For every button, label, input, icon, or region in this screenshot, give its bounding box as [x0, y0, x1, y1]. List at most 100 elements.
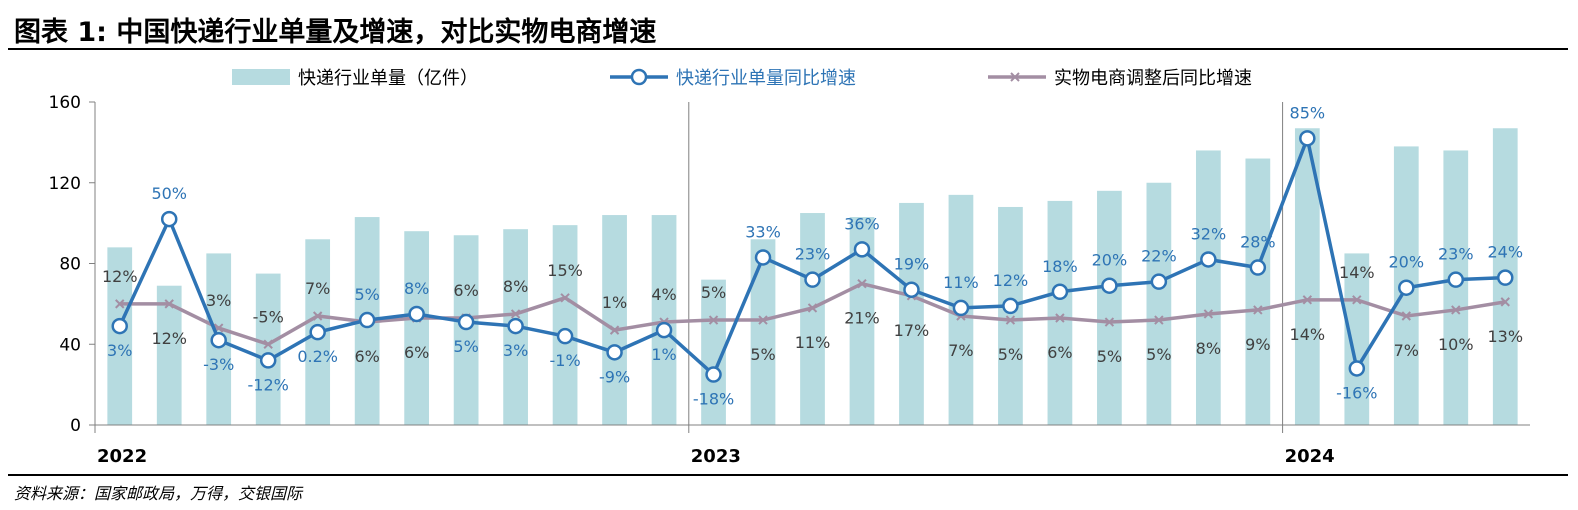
- y-tick-label: 80: [59, 255, 81, 275]
- ecommerce-data-label: 7%: [305, 279, 330, 298]
- express-point: [1150, 273, 1168, 290]
- ecommerce-point: [857, 278, 867, 289]
- express-point: [507, 317, 524, 335]
- ecommerce-data-label: 12%: [102, 267, 138, 286]
- ecommerce-data-label: 5%: [1146, 345, 1171, 364]
- express-point: [358, 311, 376, 329]
- year-label: 2022: [97, 446, 147, 467]
- bar: [552, 225, 578, 425]
- express-point: [160, 210, 178, 228]
- ecommerce-point: [758, 315, 768, 325]
- express-data-label: -3%: [203, 355, 234, 374]
- legend-line2-label: 实物电商调整后同比增速: [1054, 68, 1252, 89]
- express-point: [853, 241, 871, 258]
- ecommerce-point: [1253, 305, 1263, 315]
- express-data-label: 0.2%: [297, 347, 338, 366]
- ecommerce-data-label: 15%: [547, 261, 583, 280]
- express-point: [1497, 269, 1514, 286]
- express-point: [111, 317, 128, 335]
- ecommerce-point: [312, 311, 323, 321]
- ecommerce-data-label: 8%: [503, 277, 528, 296]
- ecommerce-data-label: 21%: [844, 309, 880, 328]
- ecommerce-data-label: 4%: [651, 285, 676, 304]
- bar: [255, 273, 281, 425]
- express-data-label: 85%: [1290, 103, 1326, 122]
- title-rule: [8, 48, 1568, 50]
- express-data-label: 28%: [1240, 233, 1276, 252]
- ecommerce-point: [1005, 315, 1016, 325]
- bar: [107, 247, 133, 425]
- express-data-label: 23%: [1438, 245, 1474, 264]
- express-data-label: -18%: [693, 390, 734, 409]
- ecommerce-data-label: 7%: [1394, 341, 1419, 360]
- express-point: [754, 249, 772, 266]
- bar: [1344, 253, 1370, 425]
- express-point: [655, 321, 673, 339]
- ecommerce-data-label: 14%: [1290, 325, 1326, 344]
- express-point: [210, 331, 227, 349]
- ecommerce-data-label: 17%: [894, 321, 930, 340]
- express-point: [408, 305, 425, 323]
- ecommerce-point: [1055, 313, 1065, 323]
- ecommerce-point: [164, 299, 174, 309]
- express-data-label: 23%: [795, 245, 831, 264]
- express-point: [903, 281, 920, 298]
- express-point: [1398, 279, 1415, 296]
- ecommerce-point: [1401, 311, 1411, 321]
- express-point: [457, 313, 475, 331]
- bar: [998, 206, 1023, 425]
- legend-bar-swatch: [232, 69, 290, 85]
- bar: [750, 239, 776, 425]
- chart-title: 图表 1: 中国快递行业单量及增速，对比实物电商增速: [14, 17, 657, 48]
- express-data-label: 24%: [1487, 243, 1523, 262]
- source-note: 资料来源：国家邮政局，万得，交银国际: [14, 484, 303, 503]
- ecommerce-point: [1104, 317, 1115, 327]
- ecommerce-data-label: 5%: [998, 345, 1023, 364]
- express-data-label: 19%: [894, 255, 930, 274]
- express-point: [1447, 271, 1465, 288]
- ecommerce-point: [560, 293, 570, 303]
- express-data-label: -12%: [248, 375, 289, 394]
- express-point: [705, 366, 722, 383]
- express-data-label: 20%: [1389, 253, 1425, 272]
- ecommerce-data-label: 9%: [1245, 335, 1270, 354]
- ecommerce-point: [263, 339, 273, 349]
- express-point: [606, 344, 623, 361]
- express-point: [259, 352, 277, 369]
- bar: [800, 213, 825, 425]
- year-label: 2023: [691, 446, 741, 467]
- y-tick-label: 40: [59, 335, 81, 355]
- express-data-label: 33%: [745, 222, 781, 241]
- ecommerce-point: [1352, 295, 1362, 305]
- express-data-label: 1%: [651, 345, 676, 364]
- express-data-label: 20%: [1092, 251, 1128, 270]
- ecommerce-data-label: 1%: [602, 293, 627, 312]
- express-point: [1348, 360, 1366, 377]
- ecommerce-data-label: 14%: [1339, 263, 1375, 282]
- bar: [404, 231, 430, 425]
- ecommerce-data-label: 13%: [1487, 327, 1523, 346]
- express-data-label: 12%: [993, 271, 1029, 290]
- ecommerce-point: [510, 309, 521, 319]
- express-point: [1101, 277, 1118, 294]
- express-data-label: 36%: [844, 214, 880, 233]
- legend-line1-label: 快递行业单量同比增速: [676, 68, 856, 89]
- express-data-label: -16%: [1336, 383, 1377, 402]
- y-tick-label: 120: [49, 174, 81, 194]
- ecommerce-data-label: -5%: [253, 307, 284, 326]
- ecommerce-data-label: 5%: [1097, 347, 1122, 366]
- ecommerce-point: [1302, 295, 1313, 305]
- bar: [1245, 158, 1271, 425]
- y-tick-label: 0: [70, 416, 81, 436]
- ecommerce-point: [115, 299, 125, 309]
- express-data-label: 3%: [107, 341, 132, 360]
- ecommerce-data-label: 5%: [701, 283, 726, 302]
- express-point: [556, 327, 574, 345]
- express-data-label: 18%: [1042, 257, 1078, 276]
- express-point: [309, 323, 326, 341]
- ecommerce-data-label: 8%: [1196, 339, 1221, 358]
- legend-line2-marker: [1010, 72, 1020, 82]
- express-data-label: 8%: [404, 279, 429, 298]
- ecommerce-point: [1203, 309, 1214, 319]
